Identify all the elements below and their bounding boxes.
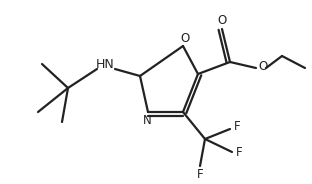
Text: F: F xyxy=(197,167,203,181)
Text: O: O xyxy=(258,61,268,73)
Text: F: F xyxy=(236,146,242,158)
Text: F: F xyxy=(234,121,240,134)
Text: HN: HN xyxy=(95,57,115,70)
Text: O: O xyxy=(180,31,190,45)
Text: N: N xyxy=(143,114,151,128)
Text: O: O xyxy=(217,13,227,26)
